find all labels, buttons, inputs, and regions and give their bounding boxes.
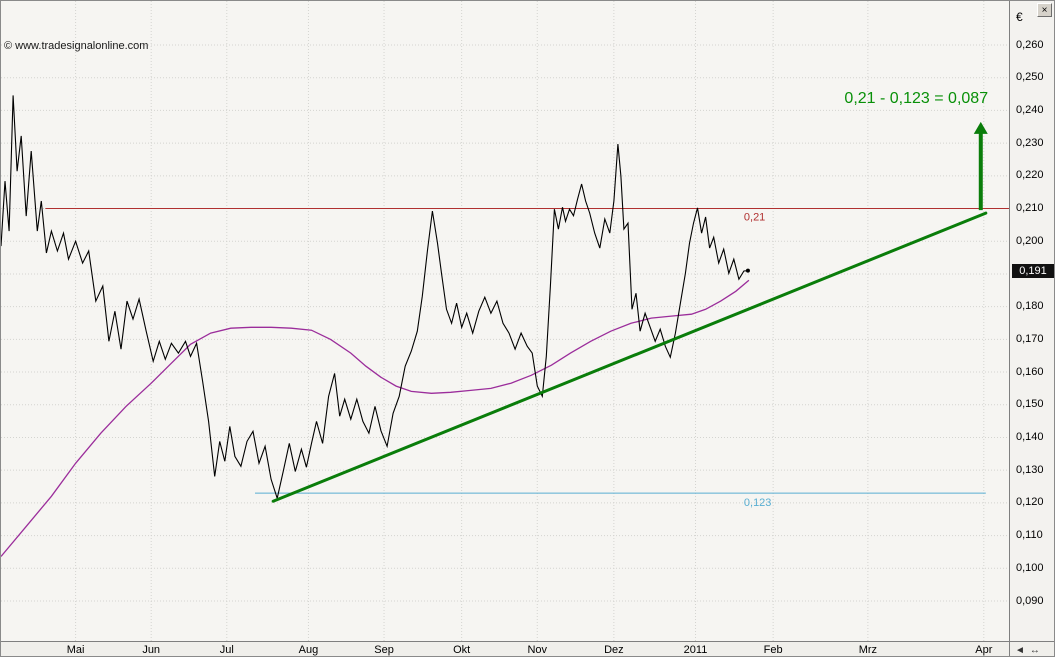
month-tick-label: 2011	[683, 644, 708, 656]
month-tick-label: Jul	[219, 644, 234, 656]
price-tick-label: 0,250	[1016, 71, 1044, 84]
difference-annotation[interactable]: 0,21 - 0,123 = 0,087	[844, 90, 988, 107]
last-price-marker	[745, 268, 750, 273]
price-tick-label: 0,230	[1016, 136, 1044, 149]
price-tick-label: 0,260	[1016, 38, 1044, 51]
month-tick-label: Sep	[374, 644, 394, 656]
trend-line[interactable]	[271, 211, 988, 503]
month-tick-label: Apr	[975, 644, 993, 656]
price-tick-label: 0,090	[1016, 594, 1044, 607]
axis-corner-controls: ◄ ↔	[1009, 641, 1054, 656]
month-tick-label: Mrz	[858, 644, 878, 656]
price-tick-label: 0,180	[1016, 300, 1044, 313]
ma-series-legend[interactable]: Moving Average Simple [Close, 90, Nein] …	[4, 18, 1054, 33]
copyright-notice: © www.tradesignalonline.com	[4, 40, 149, 52]
price-tick-label: 0,240	[1016, 103, 1044, 116]
resistance-label[interactable]: 0,21	[744, 212, 765, 224]
support-label[interactable]: 0,123	[744, 497, 772, 509]
price-tick-label: 0,120	[1016, 496, 1044, 509]
price-tick-label: 0,220	[1016, 169, 1044, 182]
time-axis[interactable]: Mai Jun Jul Aug Sep Okt Nov Dez 2011 Feb Mrz Apr	[1, 641, 1009, 656]
price-tick-label: 0,200	[1016, 234, 1044, 247]
price-tick-label: 0,210	[1016, 202, 1044, 215]
price-tick-label: 0,140	[1016, 430, 1044, 443]
price-line[interactable]	[1, 95, 748, 501]
chart-legend: MINDORO RES LTD [OLM FRA Täglich] [Close…	[4, 3, 1054, 53]
price-tick-label: 0,150	[1016, 398, 1044, 411]
last-price-box: 0,191	[1012, 263, 1054, 278]
up-arrow-head[interactable]	[973, 121, 988, 134]
month-tick-label: Jun	[142, 644, 161, 656]
month-tick-label: Mai	[66, 644, 85, 656]
ma-series-icon	[4, 0, 1012, 346]
month-tick-label: Okt	[453, 644, 471, 656]
price-tick-label: 0,110	[1016, 529, 1043, 542]
price-tick-label: 0,130	[1016, 463, 1044, 476]
chart-canvas[interactable]: 0,21 0,123 0,21 - 0,123 = 0,087 MINDORO RE…	[1, 1, 1054, 641]
price-tick-label: 0,170	[1016, 332, 1044, 345]
currency-label: €	[1016, 10, 1023, 24]
price-tick-label: 0,160	[1016, 365, 1044, 378]
month-tick-label: Aug	[298, 644, 319, 656]
close-button[interactable]: ×	[1037, 3, 1052, 17]
month-tick-label: Dez	[604, 644, 624, 656]
price-tick-label: 0,100	[1016, 561, 1044, 574]
horizontal-resize-icon[interactable]: ↔	[1029, 644, 1040, 656]
ma-line[interactable]	[1, 279, 750, 557]
chart-svg: 0,21 0,123 0,21 - 0,123 = 0,087	[1, 1, 1009, 641]
month-tick-label: Nov	[527, 644, 548, 656]
scroll-left-icon[interactable]: ◄	[1015, 644, 1025, 656]
month-tick-label: Feb	[763, 644, 783, 656]
price-axis[interactable]: € 0,260 0,250 0,240 0,230 0,220 0,210 0,200 0,1…	[1009, 1, 1054, 641]
